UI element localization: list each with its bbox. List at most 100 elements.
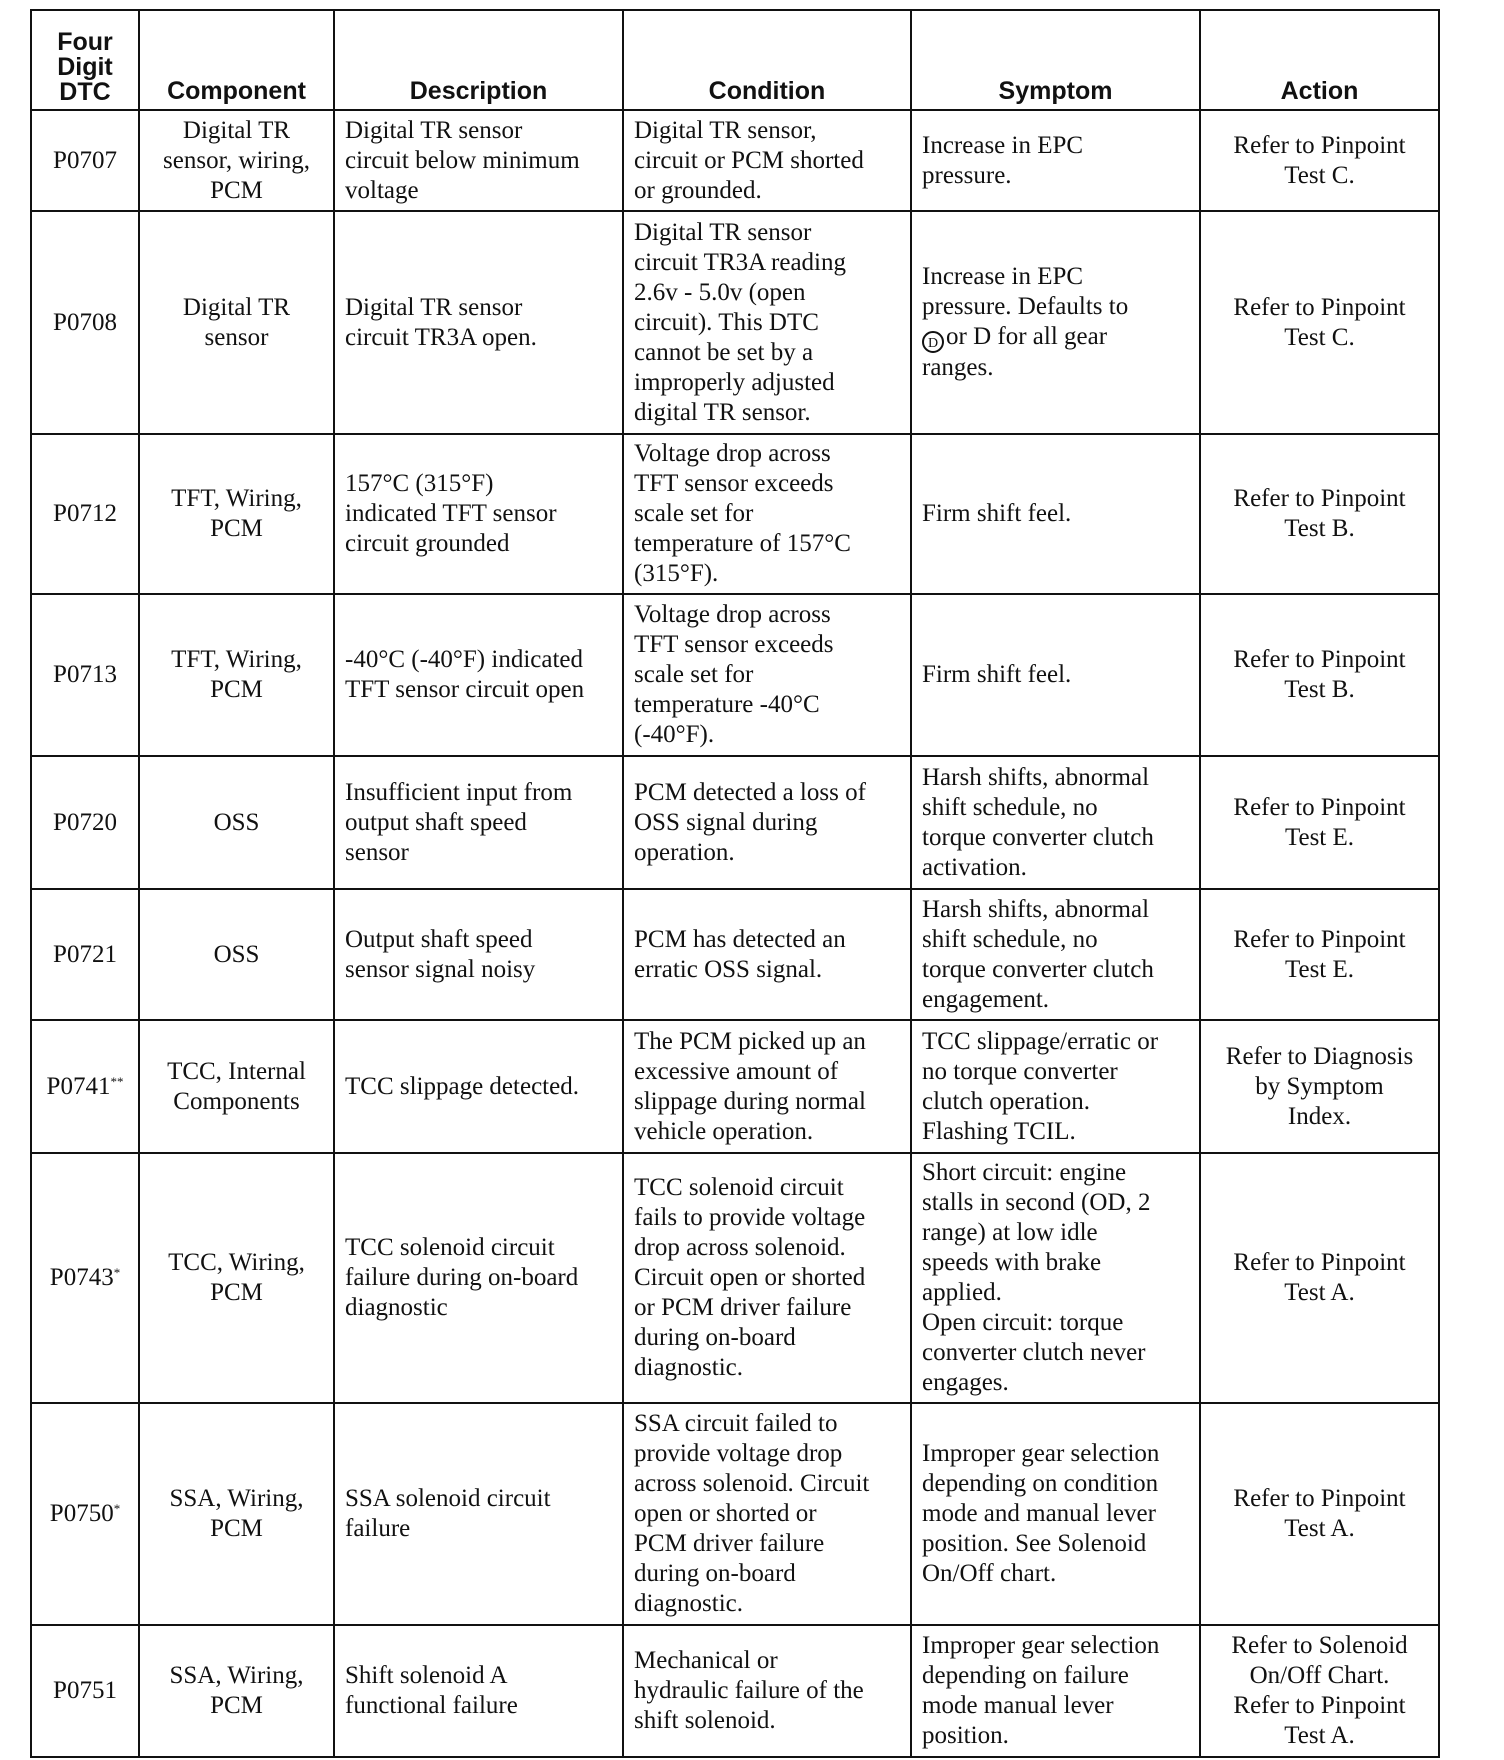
condition-cell: Digital TR sensor circuit TR3A reading 2… [622,210,912,435]
symptom-text: Harsh shifts, abnormal shift schedule, n… [922,763,1154,881]
dtc-cell: P0720 [30,755,140,890]
condition-cell: TCC solenoid circuit fails to provide vo… [622,1152,912,1404]
dtc-cell: P0721 [30,888,140,1021]
dtc-code: P0751 [53,1677,117,1704]
description-cell: SSA solenoid circuit failure [333,1402,624,1626]
condition-cell: PCM has detected an erratic OSS signal. [622,888,912,1021]
condition-text: TCC solenoid circuit fails to provide vo… [634,1174,866,1381]
component-text: TFT, Wiring, PCM [171,646,302,703]
dtc-cell: P0743* [30,1152,140,1404]
action-cell: Refer to Pinpoint Test B. [1199,593,1440,757]
component-cell: OSS [138,755,335,890]
action-text: Refer to Pinpoint Test A. [1233,1249,1406,1306]
action-cell: Refer to Pinpoint Test A. [1199,1152,1440,1404]
dtc-cell: P0708 [30,210,140,435]
symptom-cell: Improper gear selection depending on fai… [910,1624,1201,1758]
component-cell: Digital TR sensor [138,210,335,435]
symptom-text: Firm shift feel. [922,661,1072,688]
condition-text: PCM has detected an erratic OSS signal. [634,925,846,983]
action-cell: Refer to Pinpoint Test A. [1199,1402,1440,1626]
footnote-mark: * [113,1265,121,1280]
component-text: SSA, Wiring, PCM [169,1662,304,1719]
footnote-mark: * [113,1501,121,1516]
condition-text: Digital TR sensor circuit TR3A reading 2… [634,218,846,426]
description-text: Shift solenoid A functional failure [345,1662,518,1719]
action-cell: Refer to Pinpoint Test E. [1199,755,1440,890]
dtc-cell: P0713 [30,593,140,757]
description-cell: Shift solenoid A functional failure [333,1624,624,1758]
symptom-text: Firm shift feel. [922,500,1072,527]
condition-cell: PCM detected a loss of OSS signal during… [622,755,912,890]
header-action: Action [1199,9,1440,111]
action-text: Refer to Pinpoint Test B. [1233,646,1406,703]
component-cell: TCC, Internal Components [138,1019,335,1154]
component-text: TCC, Wiring, PCM [168,1249,305,1306]
condition-text: The PCM picked up an excessive amount of… [634,1027,866,1145]
symptom-text: Improper gear selection depending on con… [922,1440,1160,1587]
action-text: Refer to Pinpoint Test E. [1233,925,1406,983]
component-cell: TFT, Wiring, PCM [138,433,335,595]
condition-text: Voltage drop across TFT sensor exceeds s… [634,440,851,587]
symptom-cell: Firm shift feel. [910,593,1201,757]
footnote-mark: ** [110,1073,124,1089]
symptom-cell: Short circuit: engine stalls in second (… [910,1152,1201,1404]
description-text: -40°C (-40°F) indicated TFT sensor circu… [345,646,585,703]
dtc-table: Four Digit DTC Component Description Con… [30,9,1440,1758]
dtc-code: P0721 [53,940,117,968]
action-text: Refer to Pinpoint Test E. [1233,793,1406,851]
symptom-cell: Firm shift feel. [910,433,1201,595]
description-text: Digital TR sensor circuit below minimum … [345,116,580,204]
header-component: Component [138,9,335,111]
condition-cell: Digital TR sensor, circuit or PCM shorte… [622,109,912,212]
condition-cell: The PCM picked up an excessive amount of… [622,1019,912,1154]
dtc-code: P0712 [53,500,117,527]
action-cell: Refer to Pinpoint Test C. [1199,210,1440,435]
symptom-text: Increase in EPC pressure. Defaults to [922,263,1129,320]
component-text: TFT, Wiring, PCM [171,485,302,542]
dtc-cell: P0712 [30,433,140,595]
symptom-cell: Harsh shifts, abnormal shift schedule, n… [910,888,1201,1021]
header-dtc: Four Digit DTC [30,9,140,111]
dtc-cell: P0741** [30,1019,140,1154]
component-cell: OSS [138,888,335,1021]
component-cell: TFT, Wiring, PCM [138,593,335,757]
table-row: P0750* SSA, Wiring, PCM SSA solenoid circu… [30,1402,1440,1626]
dtc-code: P0743 [49,1264,114,1291]
condition-cell: Voltage drop across TFT sensor exceeds s… [622,433,912,595]
description-text: TCC slippage detected. [345,1072,579,1100]
dtc-code: P0741 [46,1072,111,1100]
description-text: Insufficient input from output shaft spe… [345,778,573,866]
table-row: P0751 SSA, Wiring, PCM Shift solenoid A fu… [30,1624,1440,1758]
header-symptom: Symptom [910,9,1201,111]
condition-text: Mechanical or hydraulic failure of the s… [634,1647,864,1734]
condition-text: SSA circuit failed to provide voltage dr… [634,1410,870,1617]
condition-cell: Voltage drop across TFT sensor exceeds s… [622,593,912,757]
component-cell: Digital TR sensor, wiring, PCM [138,109,335,212]
dtc-code: P0713 [53,661,117,688]
description-cell: 157°C (315°F) indicated TFT sensor circu… [333,433,624,595]
action-text: Refer to Pinpoint Test B. [1233,485,1406,542]
symptom-cell: Harsh shifts, abnormal shift schedule, n… [910,755,1201,890]
table-row: P0708 Digital TR sensor Digital TR sensor … [30,210,1440,435]
description-text: Digital TR sensor circuit TR3A open. [345,293,537,351]
description-cell: Insufficient input from output shaft spe… [333,755,624,890]
action-text: Refer to Solenoid On/Off Chart. Refer to… [1231,1632,1408,1749]
header-description: Description [333,9,624,111]
table-row: P0707 Digital TR sensor, wiring, PCM Digit… [30,109,1440,212]
table-row: P0721 OSS Output shaft speed sensor signal… [30,888,1440,1021]
description-cell: -40°C (-40°F) indicated TFT sensor circu… [333,593,624,757]
action-text: Refer to Diagnosis by Symptom Index. [1225,1042,1414,1130]
action-text: Refer to Pinpoint Test C. [1233,293,1406,351]
table-row: P0712 TFT, Wiring, PCM 157°C (315°F) indic… [30,433,1440,595]
description-cell: Digital TR sensor circuit TR3A open. [333,210,624,435]
action-text: Refer to Pinpoint Test A. [1233,1485,1406,1542]
action-cell: Refer to Diagnosis by Symptom Index. [1199,1019,1440,1154]
symptom-text: Improper gear selection depending on fai… [922,1632,1160,1749]
dtc-cell: P0750* [30,1402,140,1626]
action-cell: Refer to Pinpoint Test C. [1199,109,1440,212]
table-row: P0720 OSS Insufficient input from output s… [30,755,1440,890]
dtc-code: P0708 [53,308,117,336]
symptom-text: Harsh shifts, abnormal shift schedule, n… [922,895,1154,1013]
dtc-cell: P0707 [30,109,140,212]
